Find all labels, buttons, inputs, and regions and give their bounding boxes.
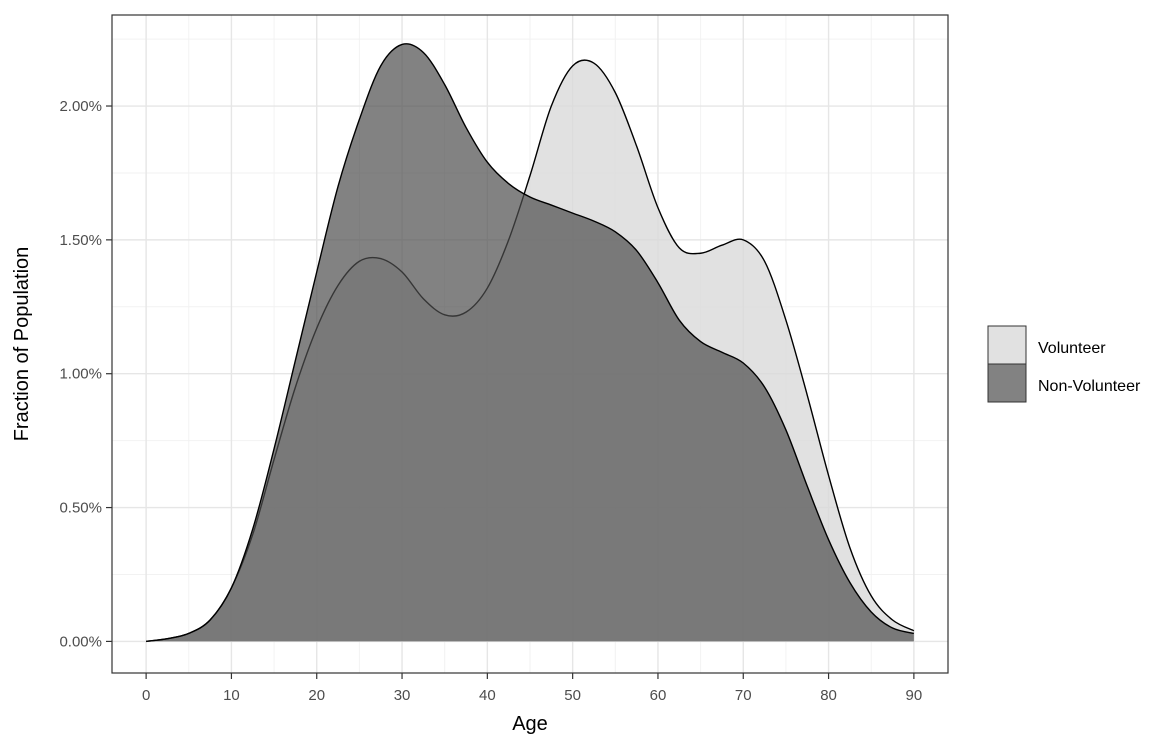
y-tick-label: 0.00% xyxy=(59,633,102,650)
legend-key-non-volunteer xyxy=(987,363,1027,403)
x-tick-label: 70 xyxy=(735,687,752,704)
x-tick-label: 40 xyxy=(479,687,496,704)
x-axis-title: Age xyxy=(512,713,548,735)
legend-label-volunteer: Volunteer xyxy=(1038,340,1106,357)
area-non-volunteer xyxy=(146,43,914,642)
y-tick-label: 0.50% xyxy=(59,500,102,517)
x-tick-label: 50 xyxy=(564,687,581,704)
x-tick-label: 90 xyxy=(906,687,923,704)
y-axis-title: Fraction of Population xyxy=(11,247,33,442)
x-tick-label: 30 xyxy=(394,687,411,704)
x-tick-label: 80 xyxy=(820,687,837,704)
legend-label-non-volunteer: Non-Volunteer xyxy=(1038,378,1141,395)
legend-key-volunteer xyxy=(987,325,1027,365)
density-line-non-volunteer xyxy=(146,43,915,643)
y-tick-label: 1.00% xyxy=(59,366,102,383)
x-tick-label: 20 xyxy=(308,687,325,704)
y-tick-label: 1.50% xyxy=(59,232,102,249)
x-tick-label: 60 xyxy=(650,687,667,704)
plot-border xyxy=(111,14,949,674)
y-axis: 0.00% 0.50% 1.00% 1.50% 2.00% xyxy=(59,98,112,650)
x-tick-label: 0 xyxy=(142,687,150,704)
x-tick-label: 10 xyxy=(223,687,240,704)
density-areas xyxy=(146,43,915,643)
y-tick-label: 2.00% xyxy=(59,98,102,115)
x-axis: 0 10 20 30 40 50 60 70 80 90 xyxy=(142,673,922,704)
legend: Volunteer Non-Volunteer xyxy=(987,325,1141,403)
